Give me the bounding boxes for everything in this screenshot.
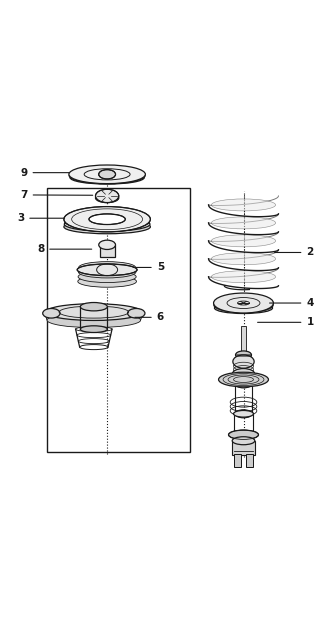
Ellipse shape xyxy=(233,410,254,417)
Ellipse shape xyxy=(235,380,252,388)
Ellipse shape xyxy=(65,215,150,228)
Ellipse shape xyxy=(80,302,107,311)
Text: 9: 9 xyxy=(20,168,69,177)
Ellipse shape xyxy=(77,264,137,276)
Ellipse shape xyxy=(78,266,136,278)
Ellipse shape xyxy=(213,293,274,313)
Ellipse shape xyxy=(79,262,136,273)
Ellipse shape xyxy=(64,207,150,232)
FancyBboxPatch shape xyxy=(234,454,241,468)
Ellipse shape xyxy=(233,355,254,368)
Ellipse shape xyxy=(46,311,141,326)
Ellipse shape xyxy=(211,271,276,283)
Text: 7: 7 xyxy=(20,190,93,200)
Text: 6: 6 xyxy=(135,313,164,322)
Ellipse shape xyxy=(96,189,119,203)
Ellipse shape xyxy=(128,309,145,318)
Ellipse shape xyxy=(235,351,252,359)
Ellipse shape xyxy=(232,369,255,379)
Ellipse shape xyxy=(235,410,252,418)
Ellipse shape xyxy=(214,302,273,313)
Ellipse shape xyxy=(64,218,150,231)
Ellipse shape xyxy=(211,199,276,211)
Ellipse shape xyxy=(232,437,255,445)
FancyBboxPatch shape xyxy=(241,326,246,355)
FancyBboxPatch shape xyxy=(100,245,115,257)
Ellipse shape xyxy=(214,297,273,313)
Ellipse shape xyxy=(46,309,142,325)
Text: 3: 3 xyxy=(17,213,64,223)
Ellipse shape xyxy=(218,372,269,387)
Ellipse shape xyxy=(70,171,144,184)
Text: 1: 1 xyxy=(258,317,314,327)
Ellipse shape xyxy=(80,326,107,332)
Ellipse shape xyxy=(78,271,136,283)
Ellipse shape xyxy=(46,304,142,320)
Ellipse shape xyxy=(99,240,116,249)
Ellipse shape xyxy=(211,217,276,229)
Ellipse shape xyxy=(211,235,276,247)
Ellipse shape xyxy=(46,308,142,323)
Ellipse shape xyxy=(96,193,119,203)
FancyBboxPatch shape xyxy=(232,441,255,456)
Ellipse shape xyxy=(69,168,145,184)
Text: 8: 8 xyxy=(37,244,92,254)
Ellipse shape xyxy=(211,253,276,265)
FancyBboxPatch shape xyxy=(246,454,254,468)
Ellipse shape xyxy=(228,430,259,440)
Ellipse shape xyxy=(64,220,150,234)
Text: 5: 5 xyxy=(133,262,164,272)
Ellipse shape xyxy=(99,170,116,179)
Ellipse shape xyxy=(78,276,137,287)
Ellipse shape xyxy=(89,214,125,225)
Ellipse shape xyxy=(47,313,141,328)
Ellipse shape xyxy=(43,309,60,318)
Text: 4: 4 xyxy=(270,298,314,308)
Text: 2: 2 xyxy=(275,248,314,258)
Ellipse shape xyxy=(233,431,254,437)
Ellipse shape xyxy=(69,165,145,184)
